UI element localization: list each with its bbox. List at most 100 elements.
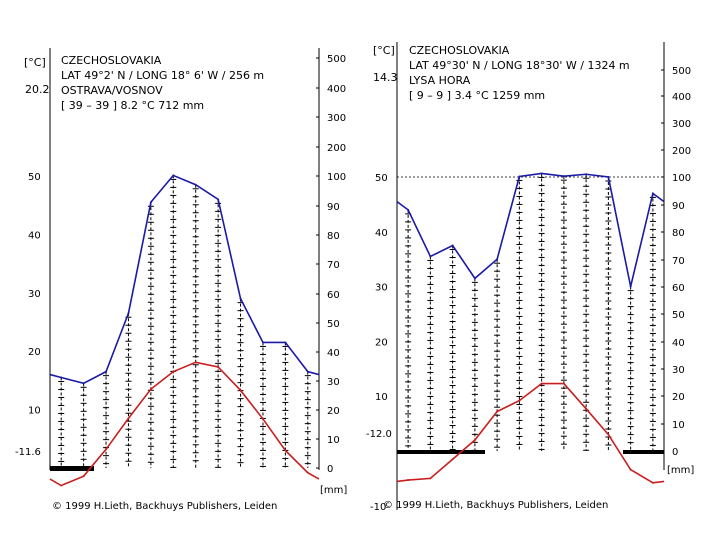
precip-tick-label: 300 [672,119,691,130]
temp-tick-label: 40 [28,230,41,241]
precip-tick-label: 80 [672,228,685,239]
copyright: © 1999 H.Lieth, Backhuys Publishers, Lei… [383,500,608,511]
climate-diagram-lysa-hora: [°C] 14.3 CZECHOSLOVAKIA LAT 49°30' N / … [366,42,694,513]
temperature-line [49,361,320,487]
precip-tick-label: 30 [672,365,685,376]
precip-tick-label: 10 [327,435,340,446]
temp-point [306,471,309,474]
precip-tick-label: 100 [672,173,691,184]
precip-point [585,173,588,176]
country-label: CZECHOSLOVAKIA [409,44,510,57]
temp-point [82,475,85,478]
temp-point [127,417,130,420]
precip-tick-label: 10 [672,420,685,431]
precip-point [429,255,432,258]
temp-point [607,433,610,436]
precipitation-curve [49,174,320,385]
summary-label: [ 9 – 9 ] 3.4 °C 1259 mm [409,89,545,102]
precip-point [473,277,476,280]
precip-tick-label: 0 [672,447,678,458]
max-temp-label: 14.3 [373,71,398,84]
precip-point [82,382,85,385]
unit-label: [°C] [24,56,46,69]
summary-label: [ 39 – 39 ] 8.2 °C 712 mm [61,99,204,112]
precip-tick-label: 300 [327,113,346,124]
precip-point [496,258,499,261]
coords-label: LAT 49°30' N / LONG 18°30' W / 1324 m [409,59,630,72]
precip-tick-label: 20 [327,406,340,417]
precipitation-line [49,174,320,385]
precipitation-line [396,172,665,288]
precip-point [651,192,654,195]
precip-point [562,175,565,178]
precip-point [60,376,63,379]
precip-point [127,312,130,315]
precip-point [239,297,242,300]
temp-tick-label: 10 [375,392,388,403]
temp-point [284,449,287,452]
precip-point [194,183,197,186]
temp-ticks: 50 40 30 20 10 [375,173,388,403]
temp-point [451,458,454,461]
precip-hatching [58,175,311,468]
temp-ticks: 50 40 30 20 10 [28,172,41,417]
frost-bar-start [397,450,485,454]
temp-point [149,388,152,391]
precip-tick-label: 80 [327,231,340,242]
temp-point [540,382,543,385]
coords-label: LAT 49°2' N / LONG 18° 6' W / 256 m [61,69,264,82]
precip-point [629,285,632,288]
temp-point [473,439,476,442]
temp-tick-label: 10 [28,406,41,417]
temp-point [217,365,220,368]
precip-tick-label: 50 [327,319,340,330]
precip-tick-label: 30 [327,377,340,388]
temp-point [194,361,197,364]
precipitation-curve [396,172,665,287]
precip-tick-label: 90 [672,201,685,212]
precip-point [407,208,410,211]
precip-tick-label: 40 [672,338,685,349]
precip-tick-label: 90 [327,202,340,213]
precip-tick-label: 60 [327,290,340,301]
temp-tick-label: 50 [28,172,41,183]
frost-bar [50,466,94,471]
precip-unit-label: [mm] [320,485,347,496]
precip-tick-label: 40 [327,348,340,359]
precip-point [607,176,610,178]
precip-unit-label: [mm] [667,465,694,476]
unit-label: [°C] [373,44,395,57]
precip-tick-label: 400 [672,92,691,103]
precip-tick-label: 60 [672,283,685,294]
temp-tick-label: 40 [375,228,388,239]
precip-tick-label: 500 [327,54,346,65]
country-label: CZECHOSLOVAKIA [61,54,162,67]
precip-point [306,370,309,373]
temp-point [496,410,499,413]
station-name: OSTRAVA/VOSNOV [61,84,163,97]
temp-tick-label: 20 [28,347,41,358]
copyright: © 1999 H.Lieth, Backhuys Publishers, Lei… [52,501,277,512]
temp-tick-label: 20 [375,337,388,348]
temp-point [261,417,264,420]
precip-point [451,244,454,247]
bottom-temp-label: -10 [370,502,386,513]
precip-tick-label: 500 [672,66,691,77]
precip-tick-label: 100 [327,172,346,183]
temp-point [407,479,410,482]
precip-tick-label: 70 [672,256,685,267]
precip-tick-label: 200 [672,146,691,157]
temp-point [429,477,432,480]
temp-point [651,481,654,484]
temp-point [60,484,63,487]
precip-tick-label: 400 [327,84,346,95]
temp-point [105,448,108,451]
precip-point [105,370,108,373]
precip-tick-label: 20 [672,392,685,403]
temperature-curve [396,382,665,484]
climate-diagram-ostrava: [°C] 20.2 CZECHOSLOVAKIA LAT 49°2' N / L… [15,48,347,512]
precip-hatching [405,173,656,452]
precip-point [540,172,543,175]
